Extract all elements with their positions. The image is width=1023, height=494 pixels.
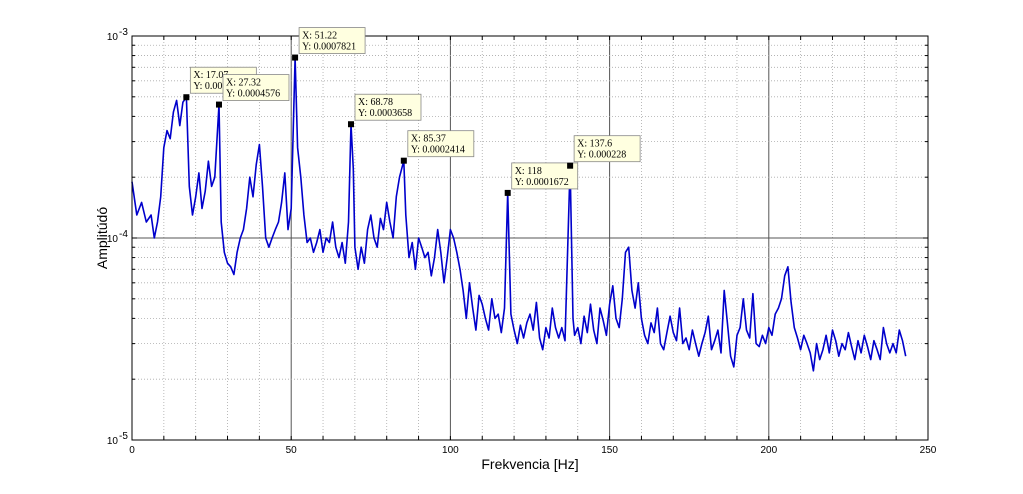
datatip-marker [567,162,574,169]
datatip-x-text: X: 51.22 [302,31,337,42]
datatip-box [573,135,641,163]
datatip-x-text: X: 27.32 [226,78,261,89]
datatip-box [407,130,475,158]
datatip-marker [215,101,222,108]
x-tick-label: 0 [129,445,135,456]
datatip-box [222,74,290,101]
x-tick-labels: 0 50 100 150 200 250 [129,445,937,456]
datatip-marker [400,157,407,164]
x-tick-label: 150 [601,445,618,456]
datatip-y-text: Y: 0.0002414 [411,145,465,156]
datatip-y-text: Y: 0.000228 [577,150,626,161]
datatip-box [354,93,422,121]
datatip-box [511,162,579,190]
datatip-x-text: X: 17.07 [193,70,228,81]
plot-frame [131,35,929,441]
datatip-x-text: X: 68.78 [358,97,393,108]
x-tick-label: 200 [760,445,777,456]
datatip: X: 85.37Y: 0.0002414 [407,130,475,158]
datatip-y-text: Y: 0.0004576 [226,89,280,100]
y-tick-exponent: -5 [119,431,128,442]
datatip-marker [504,189,511,196]
y-tick-label: 10 [107,436,119,447]
spectrum-line [131,56,907,372]
x-tick-label: 100 [442,445,459,456]
x-tick-label: 50 [286,445,298,456]
datatip-x-text: X: 85.37 [411,134,446,145]
y-tick-exponent: -4 [119,229,128,240]
y-tick-label: 10 [107,32,119,43]
datatip-y-text: Y: 0.0004976 [193,81,247,92]
datatip-x-text: X: 137.6 [577,139,612,150]
y-tick-exponent: -3 [119,27,128,38]
datatip: X: 137.6Y: 0.000228 [573,135,641,163]
datatip: X: 68.78Y: 0.0003658 [354,93,422,121]
x-axis-label: Frekvencia [Hz] [481,456,578,472]
x-tick-label: 250 [920,445,937,456]
datatip-y-text: Y: 0.0003658 [358,108,412,119]
y-tick-labels: 10-510-410-3 [107,27,128,447]
datatip-marker [292,54,299,61]
series-layer [131,56,907,372]
y-axis-label: Amplitúdó [94,207,110,269]
datatip-marker [347,121,354,128]
datatip: X: 27.32Y: 0.0004576 [222,74,290,101]
datatip-y-text: Y: 0.0007821 [302,42,356,53]
y-tick-label: 10 [107,234,119,245]
datatip-y-text: Y: 0.0001672 [515,177,569,188]
datatip-marker [183,94,190,101]
datatip-box [298,27,366,54]
datatip: X: 51.22Y: 0.0007821 [298,27,366,54]
datatip-x-text: X: 118 [515,166,542,177]
